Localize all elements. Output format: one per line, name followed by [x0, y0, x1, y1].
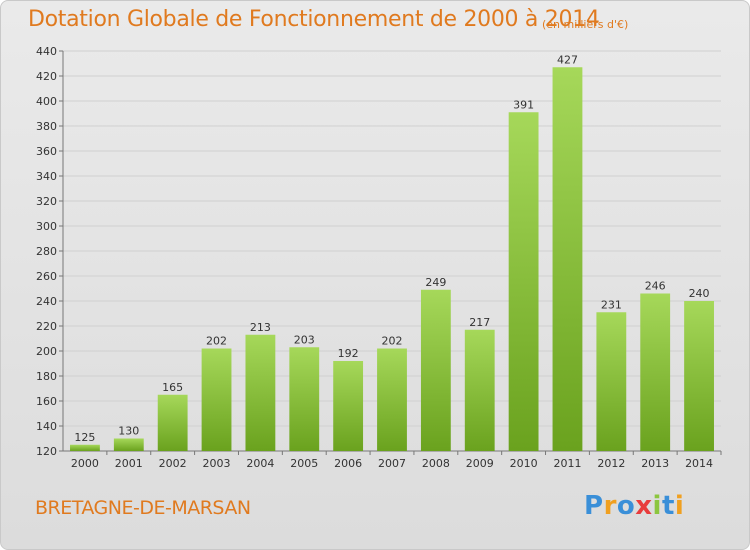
logo-letter: i: [652, 491, 662, 521]
x-tick-label: 2013: [641, 457, 669, 470]
x-tick-label: 2000: [71, 457, 99, 470]
bar: [377, 348, 407, 451]
bars: [70, 67, 714, 451]
bar: [552, 67, 583, 451]
bar: [684, 301, 714, 451]
chart-title: Dotation Globale de Fonctionnement de 20…: [28, 7, 600, 32]
value-label: 249: [425, 276, 446, 289]
x-tick-label: 2012: [597, 457, 625, 470]
y-tick-label: 260: [36, 270, 57, 283]
proxiti-logo: Proxiti: [584, 491, 684, 521]
value-label: 192: [338, 347, 359, 360]
bar: [464, 329, 495, 451]
value-label: 165: [162, 381, 183, 394]
value-label: 213: [250, 321, 271, 334]
x-tick-label: 2005: [290, 457, 318, 470]
chart-subtitle: (en milliers d'€): [542, 18, 629, 31]
x-tick-label: 2014: [685, 457, 713, 470]
bar: [640, 293, 671, 451]
bar: [157, 394, 188, 451]
bar: [420, 289, 451, 451]
y-tick-label: 120: [36, 445, 57, 458]
y-tick-label: 340: [36, 170, 57, 183]
logo-letter: i: [674, 491, 685, 521]
logo-letter: P: [584, 491, 604, 521]
y-tick-label: 200: [36, 345, 57, 358]
bar: [113, 438, 144, 451]
value-label: 231: [601, 298, 622, 311]
y-tick-label: 280: [36, 245, 57, 258]
x-tick-label: 2009: [466, 457, 494, 470]
value-label: 125: [74, 431, 95, 444]
value-label: 130: [118, 425, 139, 438]
bar: [245, 334, 276, 451]
commune-name: BRETAGNE-DE-MARSAN: [35, 497, 251, 519]
y-tick-label: 240: [36, 295, 57, 308]
logo-letter: t: [661, 491, 675, 521]
x-tick-label: 2010: [510, 457, 538, 470]
bar: [70, 444, 100, 451]
x-tick-label: 2006: [334, 457, 362, 470]
x-tick-label: 2008: [422, 457, 450, 470]
bar: [289, 347, 320, 451]
bar: [508, 112, 539, 451]
value-label: 202: [382, 335, 403, 348]
y-tick-label: 440: [36, 45, 57, 58]
logo-letter: x: [635, 491, 653, 521]
y-tick-label: 180: [36, 370, 57, 383]
y-tick-label: 300: [36, 220, 57, 233]
bar: [333, 361, 364, 451]
value-label: 427: [557, 53, 578, 66]
bar: [201, 348, 232, 451]
value-label: 391: [513, 98, 534, 111]
value-label: 217: [469, 316, 490, 329]
tick-labels: 120 140 160 180 200 220 240 260 280 300 320 340 360 3…: [36, 45, 713, 470]
bar: [596, 312, 627, 451]
y-tick-label: 400: [36, 95, 57, 108]
value-label: 202: [206, 335, 227, 348]
value-label: 246: [645, 280, 666, 293]
y-tick-label: 380: [36, 120, 57, 133]
x-tick-label: 2011: [553, 457, 581, 470]
x-tick-label: 2004: [246, 457, 274, 470]
x-tick-label: 2002: [159, 457, 187, 470]
value-label: 240: [689, 287, 710, 300]
x-tick-label: 2003: [203, 457, 231, 470]
x-tick-label: 2001: [115, 457, 143, 470]
y-tick-label: 420: [36, 70, 57, 83]
logo-letter: r: [603, 491, 617, 521]
x-tick-label: 2007: [378, 457, 406, 470]
value-labels: 125 130 165 202 213 203 192 202 249 217 391 427 231 2…: [74, 53, 709, 444]
value-label: 203: [294, 333, 315, 346]
y-tick-label: 160: [36, 395, 57, 408]
logo-letter: o: [616, 491, 636, 521]
y-tick-label: 320: [36, 195, 57, 208]
y-tick-label: 360: [36, 145, 57, 158]
y-tick-label: 220: [36, 320, 57, 333]
y-tick-label: 140: [36, 420, 57, 433]
